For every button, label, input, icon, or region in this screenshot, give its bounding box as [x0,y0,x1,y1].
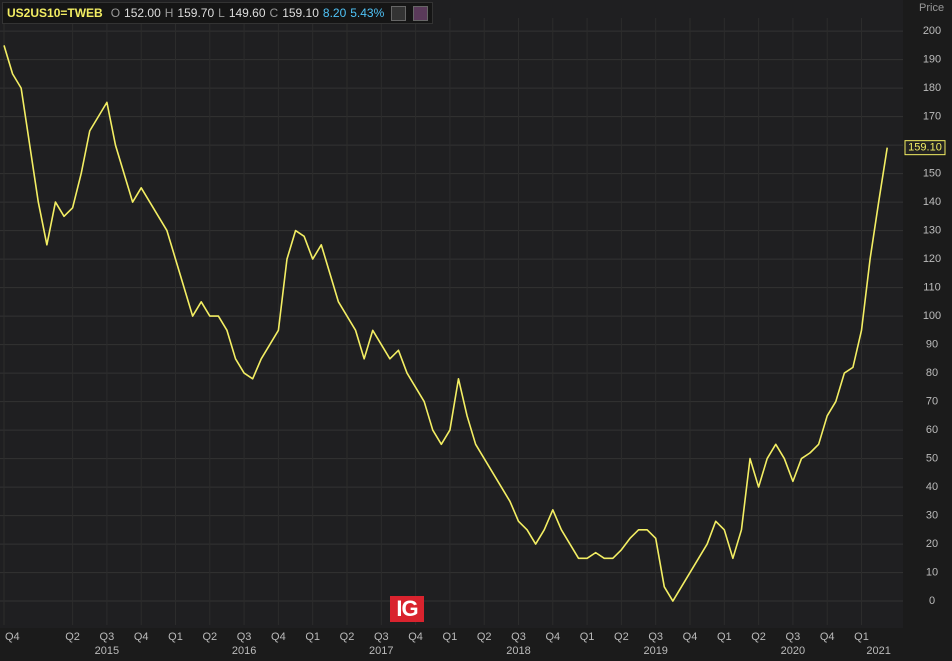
y-tick-label: 30 [926,509,938,521]
x-tick-label: Q3 [100,631,115,643]
y-tick-label: 140 [923,196,941,208]
y-tick-label: 190 [923,54,941,66]
x-tick-label: Q3 [511,631,526,643]
x-tick-label: Q4 [408,631,423,643]
year-label: 2020 [781,645,805,657]
x-tick-label: Q1 [168,631,183,643]
y-tick-label: 130 [923,224,941,236]
y-tick-label: 100 [923,310,941,322]
high: 159.70 [177,6,215,20]
legend-bar: US2US10=TWEB O 152.00 H 159.70 L 149.60 C 15… [2,2,434,24]
axis-panel [903,0,952,661]
x-tick-label: Q2 [614,631,629,643]
year-label: 2018 [506,645,530,657]
label: C [269,6,279,20]
x-tick-label: Q4 [820,631,835,643]
y-tick-label: 0 [929,595,935,607]
symbol: US2US10=TWEB [7,6,103,20]
x-tick-label: Q2 [751,631,766,643]
label: H [164,6,174,20]
y-tick-label: 60 [926,424,938,436]
x-tick-label: Q4 [683,631,698,643]
low: 149.60 [228,6,266,20]
y-tick-label: 20 [926,538,938,550]
y-tick-label: 90 [926,338,938,350]
year-label: 2019 [643,645,667,657]
change-pct: 5.43% [350,6,385,20]
x-tick-label: Q3 [374,631,389,643]
x-tick-label: Q2 [340,631,355,643]
x-tick-label: Q1 [305,631,320,643]
x-tick-label: Q2 [202,631,217,643]
y-tick-label: 110 [923,281,941,293]
x-tick-label: Q1 [717,631,732,643]
delete-button[interactable] [413,5,429,21]
label: O [110,6,121,20]
label: L [218,6,225,20]
logo: IG [390,596,424,622]
x-tick-label: Q3 [786,631,801,643]
y-tick-label: 150 [923,168,941,180]
y-tick-label: 170 [923,111,941,123]
collapse-button[interactable] [391,5,407,21]
change: 8.20 [322,6,347,20]
x-tick-label: Q4 [271,631,286,643]
y-tick-label: 50 [926,452,938,464]
y-tick-label: 80 [926,367,938,379]
year-label: 2017 [369,645,393,657]
year-label: 2016 [232,645,256,657]
year-label: 2015 [95,645,119,657]
x-tick-label: Q3 [237,631,252,643]
axis-title: Price [919,2,944,14]
x-tick-label: Q2 [477,631,492,643]
last-price-tag [904,140,946,156]
y-tick-label: 10 [926,566,938,578]
x-tick-label: Q3 [648,631,663,643]
x-tick-label: Q4 [134,631,149,643]
y-tick-label: 180 [923,82,941,94]
last-price-label: 159.10 [908,142,942,154]
x-tick-label: Q2 [65,631,80,643]
y-tick-label: 200 [923,25,941,37]
x-tick-label: Q1 [443,631,458,643]
x-tick-label: Q4 [5,631,20,643]
x-tick-label: Q4 [545,631,560,643]
axis-panel [0,628,903,661]
y-tick-label: 70 [926,395,938,407]
y-tick-label: 120 [923,253,941,265]
x-tick-label: Q1 [854,631,869,643]
x-tick-label: Q1 [580,631,595,643]
y-tick-label: 40 [926,481,938,493]
year-label: 2021 [866,645,890,657]
close: 159.10 [282,6,319,20]
open: 152.00 [124,6,161,20]
price-line [3,45,889,602]
